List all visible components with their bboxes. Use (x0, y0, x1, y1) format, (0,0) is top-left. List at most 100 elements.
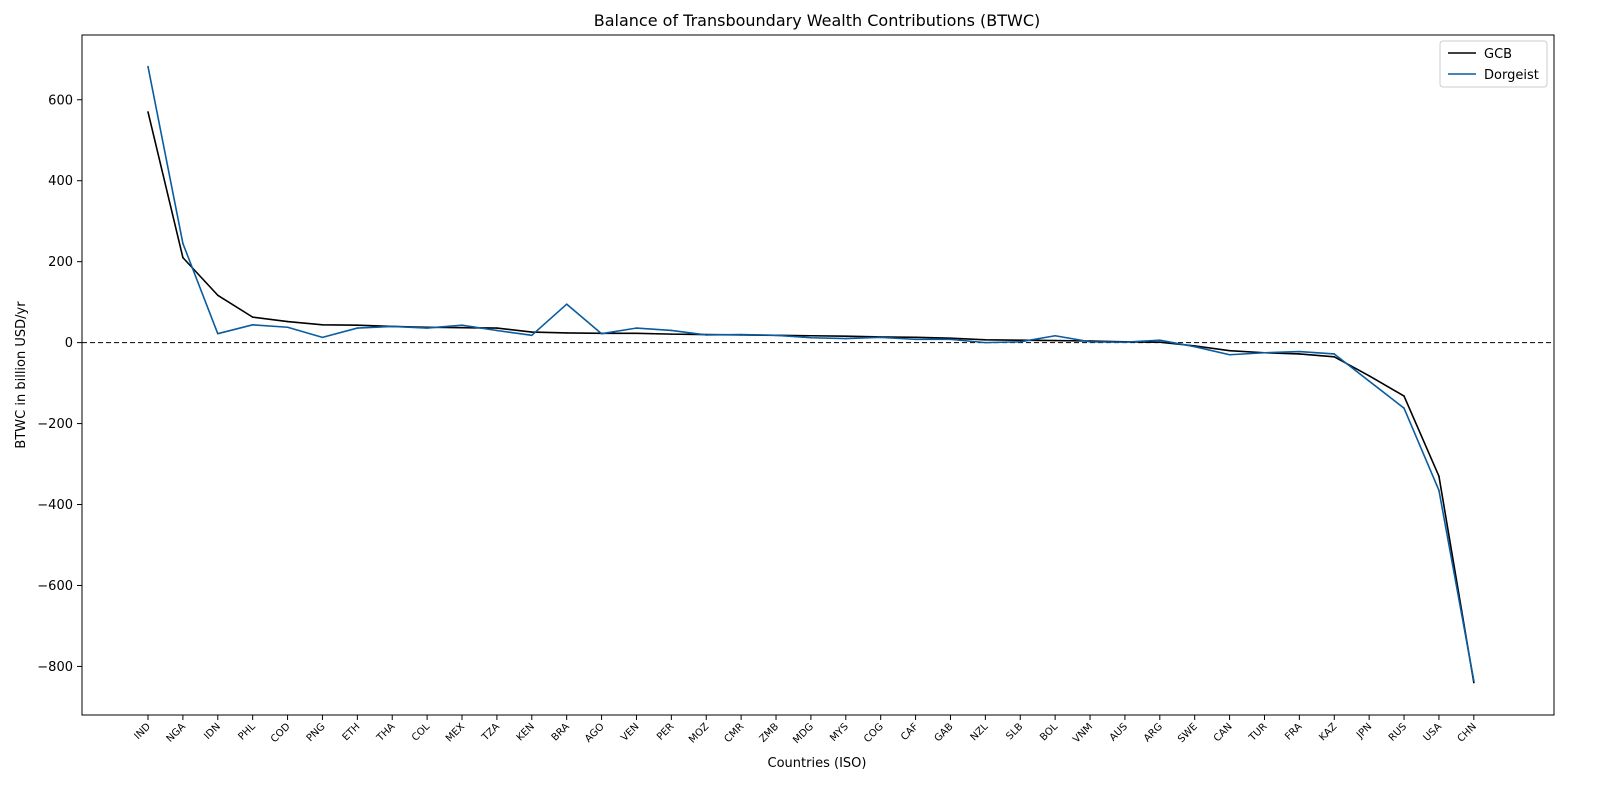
point-dorgeist-usa (1438, 489, 1440, 492)
point-dorgeist-gab (949, 338, 952, 341)
y-tick-label-1: 400 (48, 174, 73, 189)
x-tick-label-cmr: CMR (723, 721, 747, 745)
x-tick-label-bra: BRA (550, 721, 572, 743)
point-gcb-slb (1019, 339, 1022, 341)
x-tick-label-jpn: JPN (1354, 721, 1374, 741)
point-dorgeist-arg (1159, 339, 1161, 341)
point-dorgeist-idn (216, 332, 219, 335)
x-tick-label-phl: PHL (236, 721, 258, 743)
series-gcb (147, 111, 1475, 684)
point-dorgeist-caf (914, 338, 917, 341)
x-tick-label-cod: COD (269, 721, 293, 745)
point-dorgeist-can (1228, 353, 1231, 356)
point-gcb-arg (1159, 341, 1161, 344)
x-tick-label-can: CAN (1212, 721, 1235, 744)
y-tick-label-7: −800 (37, 660, 73, 675)
x-tick-label-col: COL (410, 721, 433, 744)
point-gcb-kaz (1333, 355, 1336, 358)
point-gcb-mdg (810, 334, 812, 337)
x-tick-label-cog: COG (862, 721, 886, 745)
y-tick-label-2: 200 (48, 255, 73, 270)
point-dorgeist-tza (496, 329, 498, 332)
point-gcb-caf (914, 336, 917, 339)
x-tick-label-tur: TUR (1247, 721, 1270, 744)
point-dorgeist-bol (1054, 334, 1056, 337)
x-tick-label-gab: GAB (933, 721, 956, 744)
point-gcb-cod (286, 320, 289, 323)
legend-label-gcb: GCB (1484, 47, 1512, 62)
point-dorgeist-col (426, 327, 428, 329)
x-tick-label-caf: CAF (899, 721, 921, 743)
point-dorgeist-phl (251, 324, 254, 326)
x-tick-label-ind: IND (133, 721, 154, 742)
point-gcb-jpn (1368, 375, 1370, 377)
point-dorgeist-kaz (1333, 353, 1336, 355)
x-tick-label-nzl: NZL (969, 721, 991, 743)
point-gcb-fra (1298, 353, 1301, 355)
point-gcb-nzl (984, 338, 987, 341)
point-gcb-ken (530, 331, 533, 333)
point-dorgeist-tha (391, 325, 394, 328)
x-tick-label-tha: THA (374, 721, 397, 744)
y-axis: 600 400 200 0 −200 −400 −600 −800 (37, 93, 82, 675)
point-dorgeist-moz (705, 334, 708, 336)
point-dorgeist-jpn (1368, 380, 1370, 382)
x-tick-label-swe: SWE (1176, 721, 1200, 745)
point-gcb-phl (251, 316, 254, 318)
point-dorgeist-eth (356, 327, 359, 329)
point-gcb-usa (1438, 475, 1440, 477)
point-dorgeist-nzl (984, 341, 987, 344)
point-dorgeist-rus (1403, 407, 1405, 409)
point-gcb-nga (182, 256, 184, 259)
point-dorgeist-ago (600, 332, 603, 335)
x-tick-label-ago: AGO (583, 721, 607, 745)
x-tick-label-fra: FRA (1283, 721, 1304, 742)
point-gcb-bol (1054, 339, 1056, 342)
series-layer (147, 65, 1475, 684)
point-dorgeist-mex (461, 324, 463, 327)
point-dorgeist-ken (530, 334, 533, 337)
x-tick-label-slb: SLB (1004, 721, 1025, 742)
point-gcb-idn (216, 294, 219, 297)
point-gcb-mex (461, 326, 463, 329)
point-dorgeist-vnm (1089, 341, 1091, 343)
x-axis-label: Countries (ISO) (768, 756, 867, 771)
x-tick-label-usa: USA (1422, 721, 1445, 744)
y-tick-label-3: 0 (65, 336, 73, 351)
x-tick-label-arg: ARG (1142, 721, 1165, 744)
series-line-dorgeist (147, 66, 1475, 681)
point-dorgeist-tur (1263, 351, 1266, 354)
x-tick-label-eth: ETH (341, 721, 363, 743)
point-dorgeist-swe (1193, 345, 1196, 348)
point-dorgeist-png (321, 336, 324, 339)
x-tick-label-kaz: KAZ (1317, 721, 1339, 743)
point-dorgeist-slb (1019, 341, 1022, 343)
y-axis-label: BTWC in billion USD/yr (14, 301, 29, 449)
y-tick-label-5: −400 (37, 498, 73, 513)
point-gcb-png (321, 324, 324, 326)
point-gcb-chn (1473, 681, 1475, 684)
point-dorgeist-fra (1298, 350, 1301, 353)
point-dorgeist-bra (565, 303, 568, 305)
y-tick-label-0: 600 (48, 93, 73, 108)
legend-label-dorgeist: Dorgeist (1484, 68, 1539, 83)
point-gcb-bra (565, 332, 568, 334)
x-tick-label-rus: RUS (1387, 721, 1409, 743)
plot-area (81, 34, 1555, 716)
x-tick-label-chn: CHN (1456, 721, 1479, 744)
y-tick-label-6: −600 (37, 579, 73, 594)
point-dorgeist-nga (182, 242, 184, 245)
point-dorgeist-chn (1473, 679, 1475, 682)
x-tick-label-png: PNG (305, 721, 328, 744)
x-tick-label-bol: BOL (1038, 721, 1060, 743)
point-gcb-can (1228, 349, 1231, 352)
point-dorgeist-cog (879, 336, 882, 339)
point-gcb-gab (949, 337, 952, 339)
x-tick-label-aus: AUS (1108, 721, 1130, 743)
point-dorgeist-ind (147, 65, 149, 68)
point-dorgeist-aus (1124, 341, 1126, 344)
legend: GCB Dorgeist (1439, 40, 1548, 88)
x-tick-label-ven: VEN (619, 721, 641, 743)
chart-title: Balance of Transboundary Wealth Contribu… (594, 11, 1040, 30)
